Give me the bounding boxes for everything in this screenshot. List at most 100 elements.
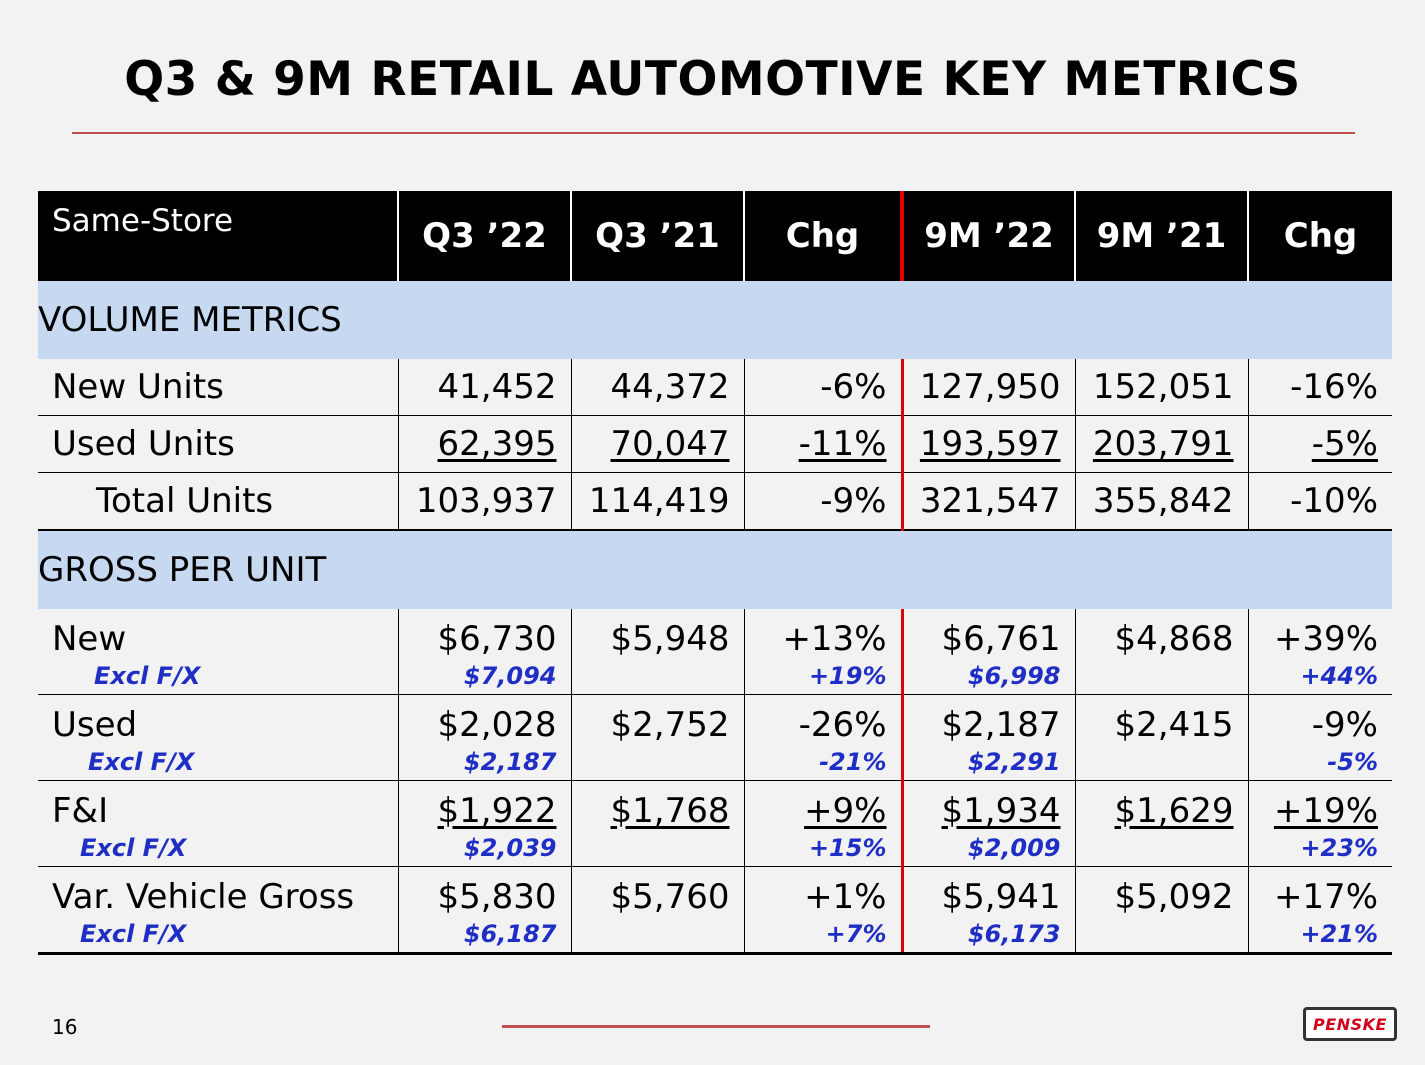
row-label: New Units — [38, 359, 398, 416]
header-9m-chg: Chg — [1247, 191, 1392, 281]
cell-sub-value: $2,039 — [463, 834, 557, 862]
cell-value: -6% — [743, 359, 902, 416]
title-divider — [72, 132, 1355, 134]
header-same-store: Same-Store — [38, 191, 398, 281]
cell-sub-value: +44% — [1300, 662, 1378, 690]
section-title: VOLUME METRICS — [38, 281, 1392, 359]
cell-sub-value: $6,187 — [463, 920, 557, 948]
cell-value: $5,092 — [1114, 877, 1234, 917]
row-label: New — [52, 619, 127, 659]
table-header-row: Same-Store Q3 ’22 Q3 ’21 Chg 9M ’22 9M ’… — [38, 191, 1392, 281]
cell-sub-value: +7% — [825, 920, 887, 948]
cell-value: +17% — [1273, 877, 1378, 917]
header-q3-chg: Chg — [743, 191, 902, 281]
cell-value: 203,791 — [1092, 424, 1234, 464]
cell-value: $6,761 — [941, 619, 1061, 659]
row-sub-label: Excl F/X — [88, 748, 195, 776]
cell-value: -11% — [798, 424, 887, 464]
cell-sub-value — [572, 919, 730, 949]
cell-sub-value — [572, 833, 730, 863]
section-gross-per-unit: GROSS PER UNIT — [38, 530, 1392, 609]
cell-value: -5% — [1311, 424, 1378, 464]
cell-sub-value: +19% — [808, 662, 887, 690]
cell-value: -26% — [798, 705, 887, 745]
cell-sub-value — [1076, 833, 1234, 863]
header-q3-21: Q3 ’21 — [570, 191, 744, 281]
cell-sub-value: $6,173 — [967, 920, 1061, 948]
header-9m-21: 9M ’21 — [1074, 191, 1248, 281]
row-label: Used — [52, 705, 138, 745]
cell-value: 70,047 — [610, 424, 730, 464]
cell-sub-value: $2,187 — [463, 748, 557, 776]
cell-value: $1,934 — [941, 791, 1061, 831]
row-sub-label: Excl F/X — [80, 834, 187, 862]
cell-value: $2,752 — [610, 705, 730, 745]
cell-value: +9% — [804, 791, 887, 831]
cell-value: $1,629 — [1114, 791, 1234, 831]
cell-value: 127,950 — [900, 359, 1075, 416]
footer-divider — [502, 1025, 930, 1028]
cell-sub-value: +21% — [1300, 920, 1378, 948]
table-row: Used Excl F/X $2,028 $2,187 $2,752 -26% -21… — [38, 694, 1392, 781]
cell-sub-value — [572, 661, 730, 691]
cell-value: $5,948 — [610, 619, 730, 659]
cell-sub-value — [1076, 747, 1234, 777]
cell-value: $2,028 — [437, 705, 557, 745]
table-row: New Excl F/X $6,730 $7,094 $5,948 +13% +19%… — [38, 609, 1392, 695]
cell-value: $5,941 — [941, 877, 1061, 917]
cell-value: 321,547 — [900, 472, 1075, 531]
cell-value: $2,415 — [1114, 705, 1234, 745]
cell-value: $2,187 — [941, 705, 1061, 745]
section-title: GROSS PER UNIT — [38, 530, 1392, 609]
cell-value: +39% — [1273, 619, 1378, 659]
cell-value: 114,419 — [570, 472, 744, 531]
cell-value: $5,830 — [437, 877, 557, 917]
cell-sub-value: $2,291 — [967, 748, 1061, 776]
cell-value: $6,730 — [437, 619, 557, 659]
row-label: Var. Vehicle Gross — [52, 877, 355, 917]
row-sub-label: Excl F/X — [94, 662, 201, 690]
cell-value: -10% — [1247, 472, 1392, 531]
row-label: F&I — [52, 791, 109, 831]
cell-sub-value — [1076, 919, 1234, 949]
cell-value: 103,937 — [397, 472, 571, 531]
cell-sub-value: +15% — [808, 834, 887, 862]
cell-value: $1,768 — [610, 791, 730, 831]
row-label: Used Units — [38, 415, 398, 473]
cell-value: +1% — [804, 877, 887, 917]
logo-text: PENSKE — [1313, 1014, 1387, 1034]
key-metrics-table: Same-Store Q3 ’22 Q3 ’21 Chg 9M ’22 9M ’… — [38, 191, 1392, 955]
cell-value: $5,760 — [610, 877, 730, 917]
cell-value: -9% — [743, 472, 902, 531]
cell-value: $1,922 — [437, 791, 557, 831]
page-number: 16 — [52, 1015, 78, 1039]
cell-value: +13% — [782, 619, 887, 659]
cell-value: $4,868 — [1114, 619, 1234, 659]
page-title: Q3 & 9M RETAIL AUTOMOTIVE KEY METRICS — [124, 52, 1301, 107]
cell-value: 152,051 — [1074, 359, 1248, 416]
table-row: Total Units 103,937 114,419 -9% 321,547 … — [38, 472, 1392, 531]
table-row: Used Units 62,395 70,047 -11% 193,597 20… — [38, 415, 1392, 473]
cell-sub-value: -5% — [1327, 748, 1378, 776]
cell-sub-value — [572, 747, 730, 777]
cell-value: 355,842 — [1074, 472, 1248, 531]
cell-sub-value: $2,009 — [967, 834, 1061, 862]
cell-value: +19% — [1273, 791, 1378, 831]
cell-value: 41,452 — [397, 359, 571, 416]
header-9m-22: 9M ’22 — [900, 191, 1075, 281]
table-row: New Units 41,452 44,372 -6% 127,950 152,… — [38, 359, 1392, 416]
cell-value: 62,395 — [437, 424, 557, 464]
cell-value: -9% — [1311, 705, 1378, 745]
penske-logo: PENSKE — [1303, 1007, 1397, 1041]
header-q3-22: Q3 ’22 — [397, 191, 571, 281]
cell-value: -16% — [1247, 359, 1392, 416]
cell-sub-value: -21% — [819, 748, 887, 776]
cell-sub-value — [1076, 661, 1234, 691]
cell-sub-value: $6,998 — [967, 662, 1061, 690]
table-row: Var. Vehicle Gross Excl F/X $5,830 $6,187 … — [38, 866, 1392, 955]
table-row: F&I Excl F/X $1,922 $2,039 $1,768 +9% +15% … — [38, 780, 1392, 867]
cell-value: 44,372 — [570, 359, 744, 416]
cell-sub-value: +23% — [1300, 834, 1378, 862]
cell-value: 193,597 — [919, 424, 1061, 464]
cell-sub-value: $7,094 — [463, 662, 557, 690]
